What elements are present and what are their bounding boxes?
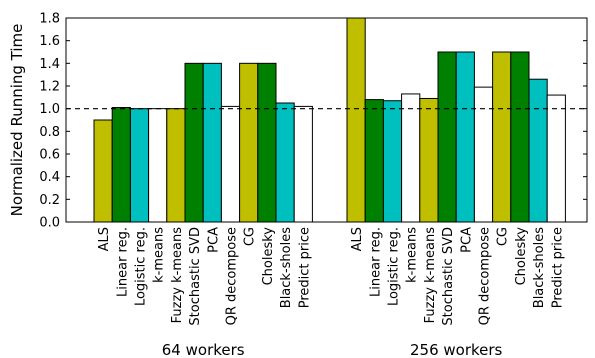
category-label-1-7: PCA xyxy=(206,227,221,253)
category-label-1-11: Black-sholes xyxy=(279,227,294,308)
bar-1-2 xyxy=(111,107,131,223)
bar-2-6 xyxy=(437,51,457,223)
bar-1-12 xyxy=(293,105,313,223)
bar-2-7 xyxy=(455,51,475,223)
bar-2-2 xyxy=(364,99,384,223)
category-label-2-10: Cholesky xyxy=(514,227,529,286)
group-label-2: 256 workers xyxy=(410,341,503,358)
bar-2-3 xyxy=(382,100,403,223)
bar-1-4 xyxy=(148,108,168,223)
category-label-2-7: PCA xyxy=(459,227,474,253)
y-axis: 0.0 0.2 0.4 0.6 0.8 1.0 1.2 1.4 1.6 1.8 xyxy=(39,12,587,231)
bars-layer xyxy=(93,17,566,223)
category-label-1-3: Logistic reg. xyxy=(134,227,149,306)
group-label-1: 64 workers xyxy=(162,341,245,358)
bar-2-12 xyxy=(546,94,566,223)
bar-2-9 xyxy=(492,51,512,223)
bar-1-6 xyxy=(184,62,204,223)
y-tick-label-4: 0.6 xyxy=(39,148,60,163)
category-label-1-10: Cholesky xyxy=(261,227,276,286)
y-tick-label-10: 1.8 xyxy=(39,12,60,27)
y-tick-label-7: 1.2 xyxy=(39,80,60,95)
y-axis-label: Normalized Running Time xyxy=(8,24,26,217)
bar-1-3 xyxy=(129,108,150,223)
bar-1-11 xyxy=(275,102,295,223)
category-label-2-8: QR decompose xyxy=(478,227,493,325)
category-label-2-2: Linear reg. xyxy=(368,227,383,297)
category-label-1-1: ALS xyxy=(97,227,112,251)
plot-frame xyxy=(65,17,588,223)
bar-2-1 xyxy=(346,17,366,223)
y-tick-label-5: 0.8 xyxy=(39,125,60,140)
bar-1-5 xyxy=(166,108,186,223)
bar-1-8 xyxy=(220,105,241,223)
category-label-2-9: CG xyxy=(496,227,511,246)
category-label-1-12: Predict price xyxy=(297,227,312,308)
y-tick-label-9: 1.6 xyxy=(39,34,60,49)
category-label-2-3: Logistic reg. xyxy=(387,227,402,306)
bar-2-5 xyxy=(419,97,439,223)
category-label-2-12: Predict price xyxy=(550,227,565,308)
category-label-2-5: Fuzzy k-means xyxy=(423,227,438,324)
bar-1-10 xyxy=(257,62,277,223)
x-axis: ALS Linear reg. Logistic reg. k-means Fuzzy … xyxy=(97,227,565,358)
bar-2-8 xyxy=(473,86,494,223)
category-label-2-4: k-means xyxy=(405,227,420,283)
category-label-2-1: ALS xyxy=(350,227,365,251)
bar-2-10 xyxy=(510,51,530,223)
y-tick-label-8: 1.4 xyxy=(39,57,60,72)
y-tick-label-6: 1.0 xyxy=(39,102,60,117)
y-tick-label-3: 0.4 xyxy=(39,170,60,185)
bar-1-1 xyxy=(93,119,113,223)
category-label-1-9: CG xyxy=(243,227,258,246)
category-label-1-2: Linear reg. xyxy=(115,227,130,297)
bar-2-11 xyxy=(528,78,548,223)
bar-1-7 xyxy=(202,62,222,223)
bar-2-4 xyxy=(401,93,421,223)
y-tick-label-2: 0.2 xyxy=(39,193,60,208)
y-tick-label-1: 0.0 xyxy=(39,216,60,231)
category-label-1-8: QR decompose xyxy=(225,227,240,325)
category-label-2-11: Black-sholes xyxy=(532,227,547,308)
bar-1-9 xyxy=(239,62,259,223)
category-label-1-5: Fuzzy k-means xyxy=(170,227,185,324)
category-label-1-6: Stochastic SVD xyxy=(188,227,203,326)
category-label-1-4: k-means xyxy=(152,227,167,283)
category-label-2-6: Stochastic SVD xyxy=(441,227,456,326)
